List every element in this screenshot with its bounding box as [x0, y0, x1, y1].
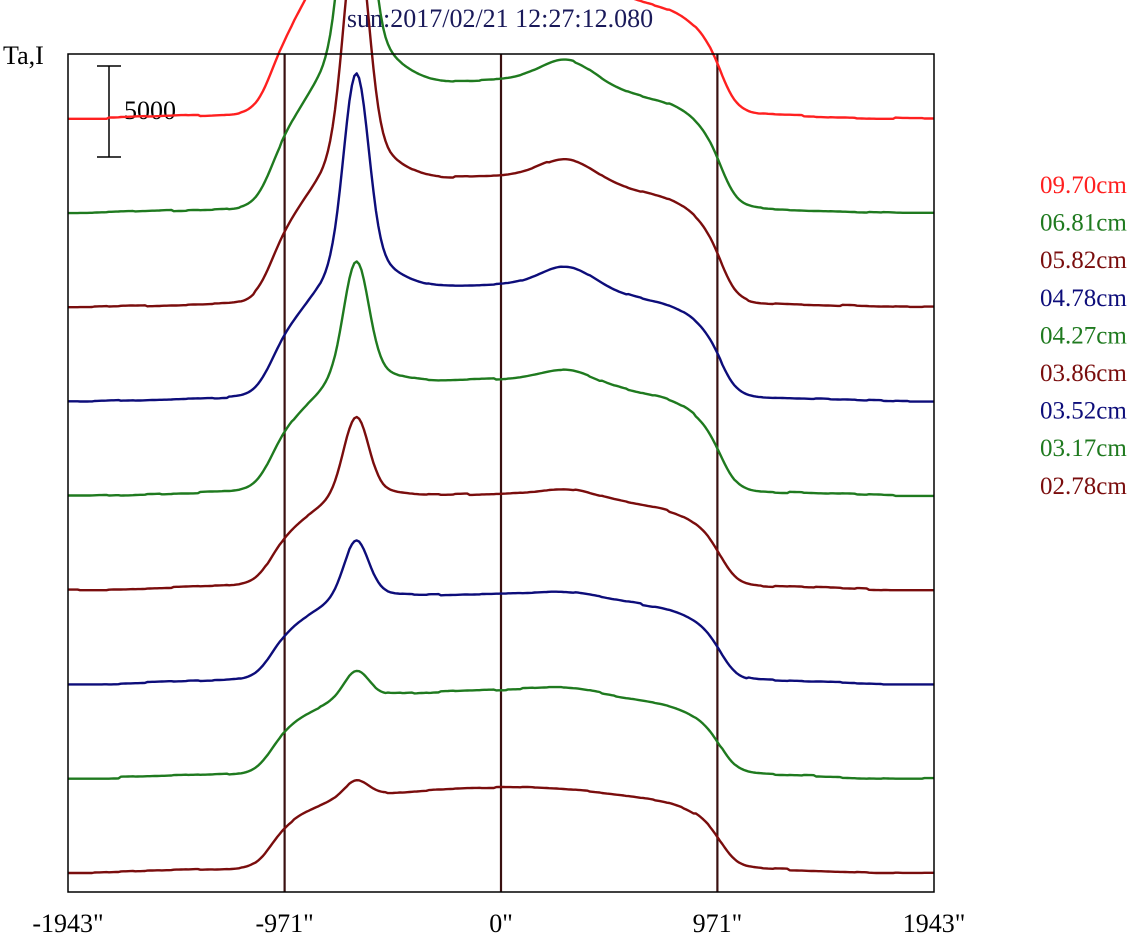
- x-axis-ticks: -1943" -971" 0" 971" 1943": [32, 909, 965, 938]
- legend-entry: 06.81cm: [1040, 210, 1127, 237]
- legend-entry: 03.52cm: [1040, 398, 1127, 425]
- series-line-09.70cm: [68, 0, 934, 120]
- plot-frame: [67, 53, 935, 893]
- legend-entry: 04.78cm: [1040, 285, 1127, 312]
- reference-lines: [283, 54, 719, 892]
- y-axis-label: Ta,I: [3, 41, 44, 70]
- scale-bar: 5000: [97, 65, 176, 158]
- series-line-03.52cm: [68, 539, 934, 686]
- legend-entry: 05.82cm: [1040, 247, 1127, 274]
- x-tick-label: -1943": [32, 909, 103, 938]
- series-line-05.82cm: [68, 0, 934, 309]
- legend-entry: 03.17cm: [1040, 435, 1127, 462]
- x-tick-label: 1943": [903, 909, 966, 938]
- x-tick-label: -971": [255, 909, 313, 938]
- x-tick-label: 971": [693, 909, 743, 938]
- legend-entry: 09.70cm: [1040, 172, 1127, 199]
- legend-entry: 02.78cm: [1040, 473, 1127, 500]
- x-tick-label: 0": [489, 909, 513, 938]
- series-line-04.78cm: [68, 72, 934, 403]
- series-line-03.17cm: [68, 669, 934, 780]
- series-line-03.86cm: [68, 415, 934, 592]
- legend-entry: 04.27cm: [1040, 322, 1127, 349]
- series-line-04.27cm: [68, 260, 934, 498]
- plot-curves: [68, 0, 934, 875]
- legend-entry: 03.86cm: [1040, 360, 1127, 387]
- series-line-02.78cm: [68, 779, 934, 875]
- chart-title: sun:2017/02/21 12:27:12.080: [347, 4, 653, 33]
- legend: 09.70cm 06.81cm 05.82cm 04.78cm 04.27cm 03.86…: [1040, 172, 1127, 500]
- series-line-06.81cm: [68, 0, 934, 215]
- scale-bar-label: 5000: [124, 96, 176, 125]
